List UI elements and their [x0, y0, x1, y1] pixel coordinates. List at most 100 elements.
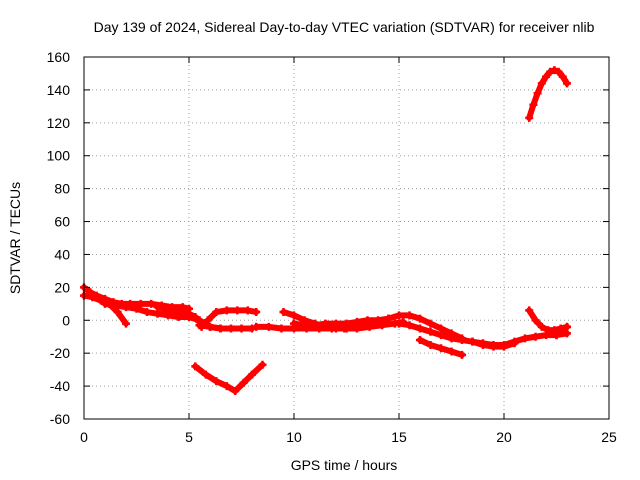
data-point	[510, 339, 519, 348]
data-point	[122, 319, 130, 328]
data-point	[164, 306, 172, 315]
data-series	[416, 336, 466, 359]
data-point	[252, 308, 261, 317]
data-point	[447, 334, 456, 343]
data-point	[206, 322, 214, 331]
x-tick-label: 25	[601, 429, 617, 445]
data-point	[395, 319, 403, 328]
data-point	[96, 296, 105, 305]
data-point	[277, 324, 286, 333]
data-point	[212, 308, 221, 317]
data-point	[353, 319, 361, 328]
data-series	[525, 66, 571, 122]
y-tick-label: 20	[54, 279, 70, 295]
data-point	[525, 113, 534, 122]
data-point	[101, 299, 109, 308]
data-point	[332, 322, 340, 331]
data-point	[185, 309, 193, 318]
data-point	[546, 67, 555, 76]
data-point	[191, 312, 200, 321]
data-point	[88, 293, 97, 302]
data-point	[437, 331, 445, 340]
x-tick-label: 5	[185, 429, 193, 445]
data-point	[212, 377, 221, 386]
data-point	[113, 308, 122, 317]
x-tick-label: 10	[286, 429, 302, 445]
data-marks	[80, 66, 571, 396]
data-point	[233, 306, 242, 315]
data-point	[437, 344, 445, 353]
data-point	[426, 340, 435, 349]
y-tick-label: -20	[50, 345, 70, 361]
data-point	[300, 321, 309, 330]
chart-title: Day 139 of 2024, Sidereal Day-to-day VTE…	[94, 19, 595, 35]
data-point	[132, 304, 141, 313]
data-point	[479, 340, 487, 349]
data-point	[197, 322, 206, 331]
data-point	[147, 299, 156, 308]
data-point	[321, 319, 330, 328]
data-point	[542, 72, 550, 81]
data-point	[243, 306, 252, 315]
data-point	[416, 314, 424, 323]
data-point	[405, 311, 414, 320]
data-point	[531, 332, 540, 341]
data-point	[521, 334, 529, 343]
data-point	[279, 308, 288, 317]
y-axis-label: SDTVAR / TECUs	[7, 182, 23, 294]
data-point	[264, 322, 273, 331]
data-point	[558, 72, 567, 81]
y-tick-label: 160	[47, 49, 71, 65]
data-point	[558, 327, 567, 336]
data-point	[136, 299, 145, 308]
data-point	[122, 303, 130, 312]
data-point	[231, 387, 240, 396]
data-point	[153, 303, 162, 312]
data-point	[563, 322, 571, 331]
x-tick-label: 15	[391, 429, 407, 445]
data-point	[500, 342, 508, 351]
data-point	[416, 324, 424, 333]
x-axis-label: GPS time / hours	[291, 457, 398, 473]
data-point	[222, 382, 231, 391]
data-point	[363, 317, 372, 326]
data-point	[537, 322, 546, 331]
data-series	[197, 306, 261, 331]
data-point	[458, 336, 466, 345]
data-point	[554, 67, 563, 76]
data-series	[468, 337, 519, 351]
data-point	[537, 79, 546, 88]
data-point	[525, 306, 534, 315]
data-point	[426, 319, 435, 328]
data-point	[290, 319, 298, 328]
x-tick-label: 20	[496, 429, 512, 445]
y-tick-label: 80	[54, 181, 70, 197]
data-point	[529, 100, 538, 109]
data-point	[405, 321, 414, 330]
y-tick-label: -60	[50, 411, 70, 427]
y-tick-label: 140	[47, 82, 71, 98]
data-point	[489, 342, 498, 351]
data-point	[222, 306, 231, 315]
axis-ticks: 0 5 10 15 20 25 -60 -40 -20 0 20 40 60 80 100 120 140 160	[47, 49, 617, 445]
data-point	[531, 316, 540, 325]
y-tick-label: 120	[47, 115, 71, 131]
y-tick-label: 100	[47, 148, 71, 164]
data-point	[447, 347, 456, 356]
series-track	[526, 67, 570, 121]
data-point	[143, 308, 151, 317]
grid-lines	[84, 57, 609, 419]
x-tick-label: 0	[80, 429, 88, 445]
data-point	[342, 321, 351, 330]
data-point	[384, 314, 393, 323]
data-point	[237, 324, 246, 333]
data-point	[174, 308, 183, 317]
series-track	[81, 292, 129, 327]
data-point	[395, 311, 403, 320]
data-point	[416, 336, 424, 345]
y-tick-label: 0	[62, 312, 70, 328]
data-series	[332, 317, 382, 331]
data-series	[191, 360, 267, 396]
data-point	[191, 362, 200, 371]
